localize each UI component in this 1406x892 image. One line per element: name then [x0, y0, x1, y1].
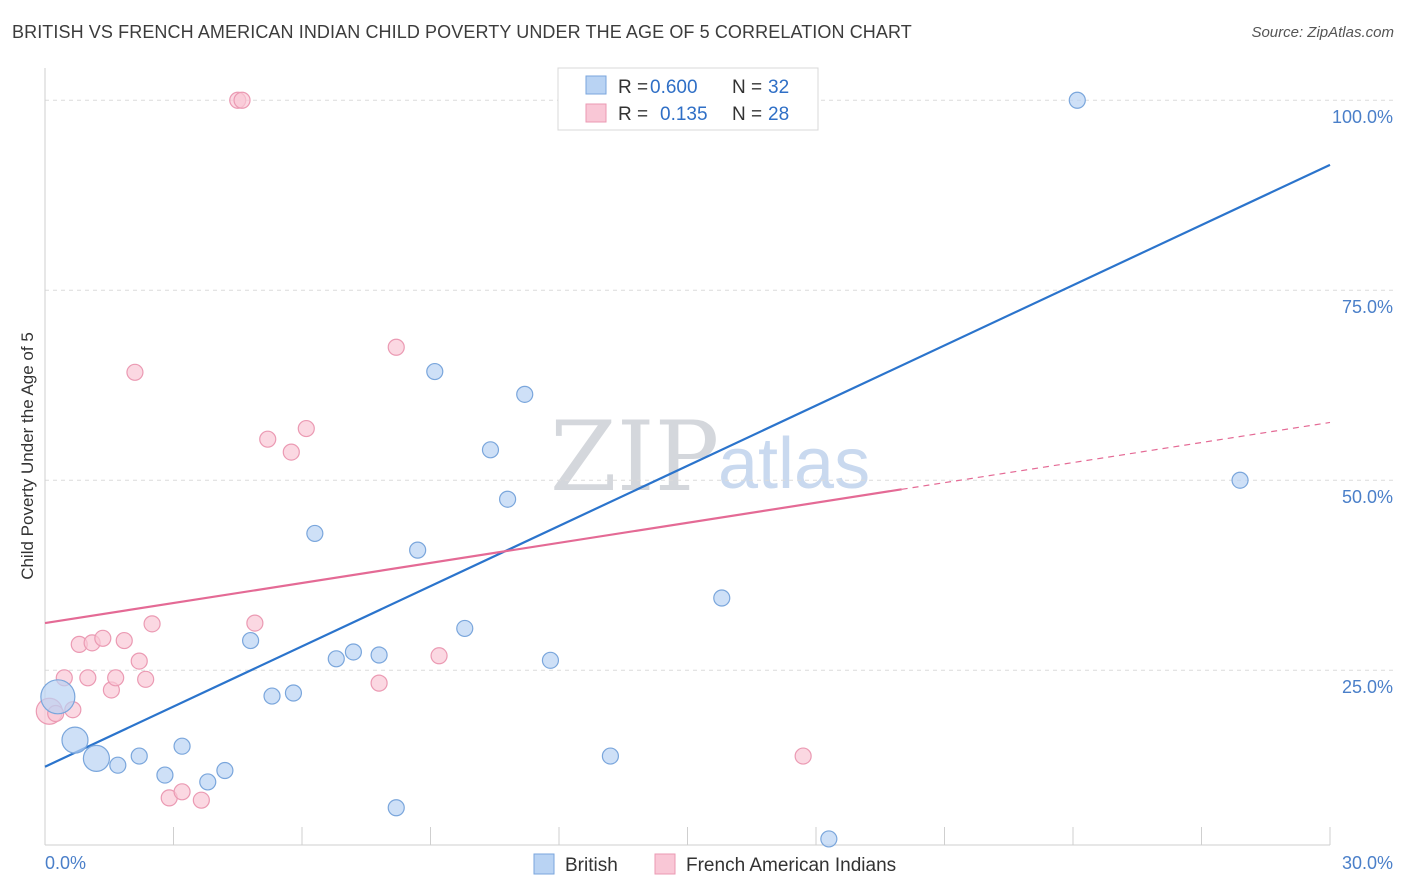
- legend-swatch-french: [585, 103, 607, 123]
- legend-french-r-label: R =: [618, 104, 648, 125]
- point-british: [499, 490, 517, 508]
- legend-british-n-value: 32: [768, 77, 789, 98]
- point-french: [173, 783, 191, 801]
- watermark-atlas: atlas: [718, 424, 870, 504]
- point-british: [370, 646, 388, 664]
- y-axis-title: Child Poverty Under the Age of 5: [18, 332, 37, 580]
- watermark: ZIP atlas: [550, 401, 870, 513]
- point-french: [143, 615, 161, 633]
- correlation-legend: R = 0.600 N = 32 R = 0.135 N = 28: [557, 67, 819, 131]
- point-british: [713, 589, 731, 607]
- bottom-legend-british: British: [565, 855, 618, 876]
- series-british-points: [40, 91, 1249, 848]
- x-tick-label-min: 0.0%: [45, 853, 86, 873]
- point-french: [126, 363, 144, 381]
- y-tick-labels: 25.0% 50.0% 75.0% 100.0%: [1332, 107, 1393, 697]
- point-british: [284, 684, 303, 702]
- point-british: [61, 726, 89, 754]
- bottom-legend-swatch-british: [533, 853, 555, 875]
- trendline-french: [44, 488, 902, 625]
- point-british: [516, 385, 534, 403]
- point-french: [137, 670, 155, 688]
- point-british: [820, 830, 838, 848]
- point-french: [94, 629, 112, 647]
- point-french: [233, 91, 251, 109]
- point-french: [282, 443, 300, 461]
- y-tick-label: 50.0%: [1342, 487, 1393, 507]
- point-french: [246, 614, 264, 632]
- legend-british-r-value: 0.600: [650, 77, 698, 98]
- source-credit: Source: ZipAtlas.com: [1251, 24, 1394, 41]
- point-french: [115, 631, 133, 650]
- point-british: [130, 747, 148, 765]
- point-british: [327, 650, 345, 668]
- point-british: [306, 524, 324, 543]
- point-british: [1231, 471, 1249, 489]
- legend-british-n-label: N =: [732, 77, 762, 98]
- point-british: [199, 773, 217, 791]
- trendline-british: [44, 163, 1331, 768]
- point-british: [541, 651, 560, 669]
- point-french: [192, 791, 210, 809]
- point-british: [242, 631, 260, 650]
- x-axis-ticks: [44, 827, 1331, 845]
- point-french: [387, 338, 405, 356]
- series-legend: British French American Indians: [533, 853, 896, 876]
- point-british: [387, 799, 405, 817]
- point-french: [130, 652, 148, 670]
- watermark-zip: ZIP: [550, 401, 719, 513]
- trendline-french-extrapolated: [901, 421, 1331, 490]
- legend-french-n-label: N =: [732, 104, 762, 125]
- point-french: [79, 669, 97, 687]
- gridlines: [45, 99, 1393, 671]
- point-french: [430, 647, 448, 665]
- point-british: [456, 619, 474, 638]
- y-tick-label: 100.0%: [1332, 107, 1393, 127]
- point-french: [794, 747, 812, 765]
- y-tick-label: 25.0%: [1342, 677, 1393, 697]
- x-tick-label-max: 30.0%: [1342, 853, 1393, 873]
- bottom-legend-swatch-french: [654, 853, 676, 875]
- point-french: [370, 674, 388, 692]
- point-british: [82, 744, 111, 772]
- point-french: [297, 419, 315, 438]
- y-tick-label: 75.0%: [1342, 297, 1393, 317]
- bottom-legend-french: French American Indians: [686, 855, 896, 876]
- point-british: [216, 761, 234, 780]
- point-french: [259, 430, 277, 448]
- point-british: [1068, 91, 1086, 109]
- point-british: [481, 441, 500, 459]
- point-british: [109, 756, 127, 774]
- point-british: [156, 766, 174, 784]
- point-british: [263, 687, 281, 705]
- trend-lines: [44, 163, 1331, 768]
- point-british: [409, 541, 427, 559]
- point-british: [173, 737, 191, 755]
- point-british: [426, 362, 444, 381]
- legend-french-r-value: 0.135: [660, 104, 708, 125]
- chart-title: BRITISH VS FRENCH AMERICAN INDIAN CHILD …: [12, 22, 912, 42]
- point-british: [344, 643, 362, 661]
- legend-swatch-british: [585, 75, 607, 95]
- legend-french-n-value: 28: [768, 104, 789, 125]
- legend-british-r-label: R =: [618, 77, 648, 98]
- point-french: [107, 669, 125, 687]
- point-british: [601, 747, 620, 765]
- point-british: [40, 679, 76, 715]
